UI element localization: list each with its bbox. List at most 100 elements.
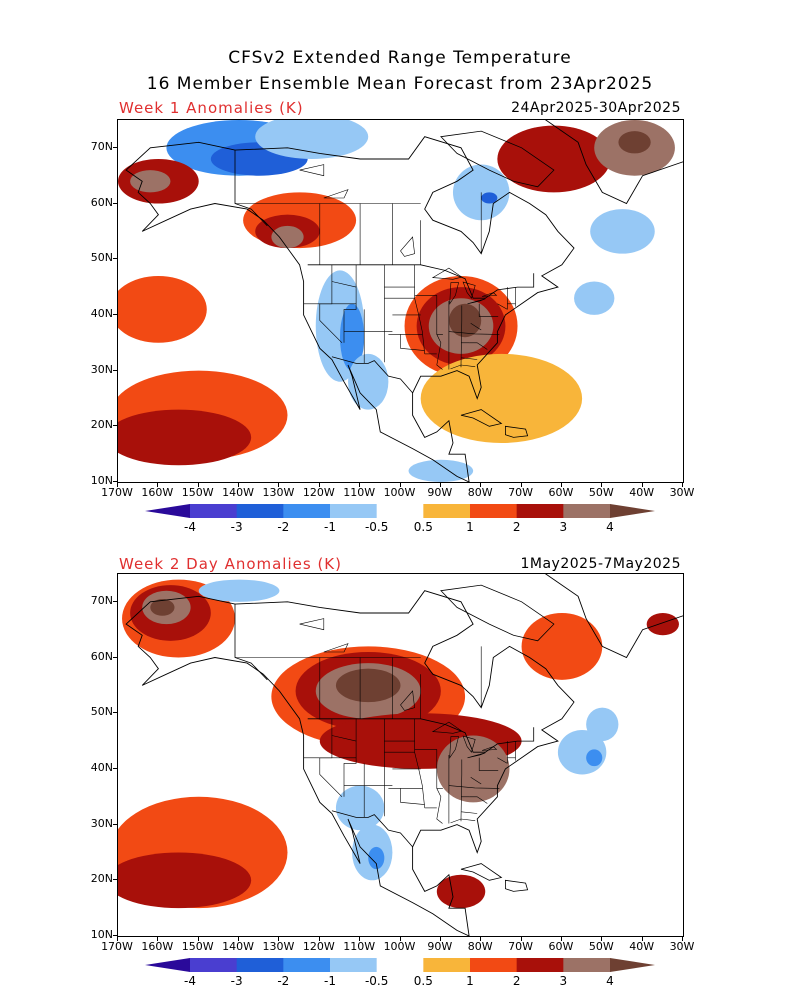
colorbar-swatch: [423, 504, 471, 518]
lon-tick-label: 50W: [588, 940, 614, 953]
lon-tick-label: 140W: [222, 486, 254, 499]
lon-tick: [117, 936, 118, 941]
lon-tick: [278, 936, 280, 941]
chart-title: CFSv2 Extended Range Temperature: [228, 48, 572, 68]
anomaly-region: [150, 599, 175, 616]
lon-tick: [318, 482, 320, 487]
state-border: [469, 342, 488, 350]
anomaly-region: [335, 785, 385, 831]
state-border: [470, 323, 482, 331]
lon-tick: [601, 482, 603, 487]
lon-tick-label: 160W: [141, 486, 174, 499]
anomaly-region: [198, 579, 280, 602]
lake-outline: [462, 281, 476, 299]
lon-tick: [480, 482, 482, 487]
coastline: [125, 590, 575, 936]
lon-tick-label: 30W: [669, 940, 695, 953]
anomaly-region: [452, 164, 510, 221]
lon-tick: [682, 482, 683, 487]
lat-tick: [113, 313, 118, 315]
lon-tick-label: 120W: [302, 940, 335, 953]
lon-tick-label: 40W: [629, 486, 655, 499]
colorbar-swatch: [470, 958, 518, 972]
anomaly-region: [586, 707, 619, 742]
state-border: [470, 777, 482, 785]
state-border: [478, 303, 499, 317]
lon-tick-label: 150W: [181, 940, 214, 953]
lon-tick-label: 70W: [508, 486, 533, 499]
lon-tick: [318, 936, 320, 941]
colorbar-swatch: [610, 504, 655, 518]
cuba-coastline: [460, 863, 503, 881]
panel2-label: Week 2 Day Anomalies (K): [119, 555, 342, 573]
lat-tick-label: 50N: [90, 251, 113, 265]
anomaly-region: [339, 303, 365, 371]
lat-tick-label: 30N: [90, 362, 113, 376]
lon-tick: [601, 936, 603, 941]
colorbar-label: -3: [230, 520, 243, 534]
lake-outline: [400, 236, 415, 257]
lon-tick-label: 120W: [302, 486, 335, 499]
lon-tick-label: 110W: [343, 940, 376, 953]
lat-tick: [113, 879, 118, 881]
anomaly-region: [436, 874, 486, 909]
lat-tick: [113, 823, 118, 825]
lat-tick-label: 70N: [90, 593, 113, 607]
colorbar-label: 2: [512, 974, 521, 988]
lat-tick-label: 20N: [90, 418, 113, 432]
colorbar-label: 3: [559, 520, 568, 534]
state-border: [436, 749, 443, 824]
lon-tick: [359, 482, 361, 487]
anomaly-region: [586, 749, 603, 767]
anomaly-region: [436, 735, 510, 803]
week2-map-svg: [118, 574, 683, 936]
lon-tick-label: 100W: [383, 940, 416, 953]
lon-tick: [439, 936, 441, 941]
panel1-label: Week 1 Anomalies (K): [119, 99, 304, 117]
colorbar-swatch: [330, 504, 378, 518]
lon-tick-label: 60W: [548, 940, 574, 953]
anomaly-region: [420, 353, 583, 444]
lat-tick-label: 50N: [90, 705, 113, 719]
state-border: [461, 811, 478, 814]
lon-tick: [560, 936, 562, 941]
lat-tick: [113, 935, 118, 936]
lake-outline: [400, 690, 415, 711]
lat-tick: [113, 425, 118, 427]
lon-tick-label: 40W: [629, 940, 655, 953]
lon-tick-label: 90W: [427, 940, 453, 953]
colorbar-label: -4: [184, 974, 196, 988]
lon-tick: [197, 936, 199, 941]
lon-tick-label: 140W: [222, 940, 254, 953]
anomaly-region: [497, 125, 611, 193]
colorbar-swatch: [330, 958, 378, 972]
lon-tick-label: 30W: [669, 486, 695, 499]
state-border: [450, 818, 476, 824]
lon-tick: [399, 482, 401, 487]
lat-tick-label: 60N: [90, 195, 113, 209]
colorbar-swatch: [376, 504, 424, 518]
lon-tick-label: 110W: [343, 486, 376, 499]
lat-tick: [113, 481, 118, 482]
lon-tick: [641, 482, 643, 487]
lake-outline: [449, 736, 459, 759]
colorbar-label: -1: [324, 520, 336, 534]
colorbar-swatch: [376, 958, 424, 972]
lat-tick-label: 10N: [90, 474, 113, 487]
colorbar-swatch: [610, 958, 655, 972]
colorbar-label: 0.5: [413, 974, 433, 988]
lat-tick: [113, 258, 118, 260]
lon-tick-label: 130W: [262, 486, 295, 499]
lon-tick-label: 160W: [141, 940, 174, 953]
lon-tick: [238, 936, 240, 941]
colorbar-svg: [145, 504, 655, 518]
lon-tick: [278, 482, 280, 487]
lat-tick-label: 10N: [90, 928, 113, 941]
state-border: [497, 303, 508, 310]
alaska-canada-border: [234, 150, 268, 227]
lat-tick-label: 20N: [90, 872, 113, 886]
anomaly-region: [618, 131, 651, 154]
anomaly-region: [335, 668, 401, 703]
week2-anomaly-map: [117, 573, 684, 937]
lon-tick-label: 170W: [101, 486, 133, 499]
